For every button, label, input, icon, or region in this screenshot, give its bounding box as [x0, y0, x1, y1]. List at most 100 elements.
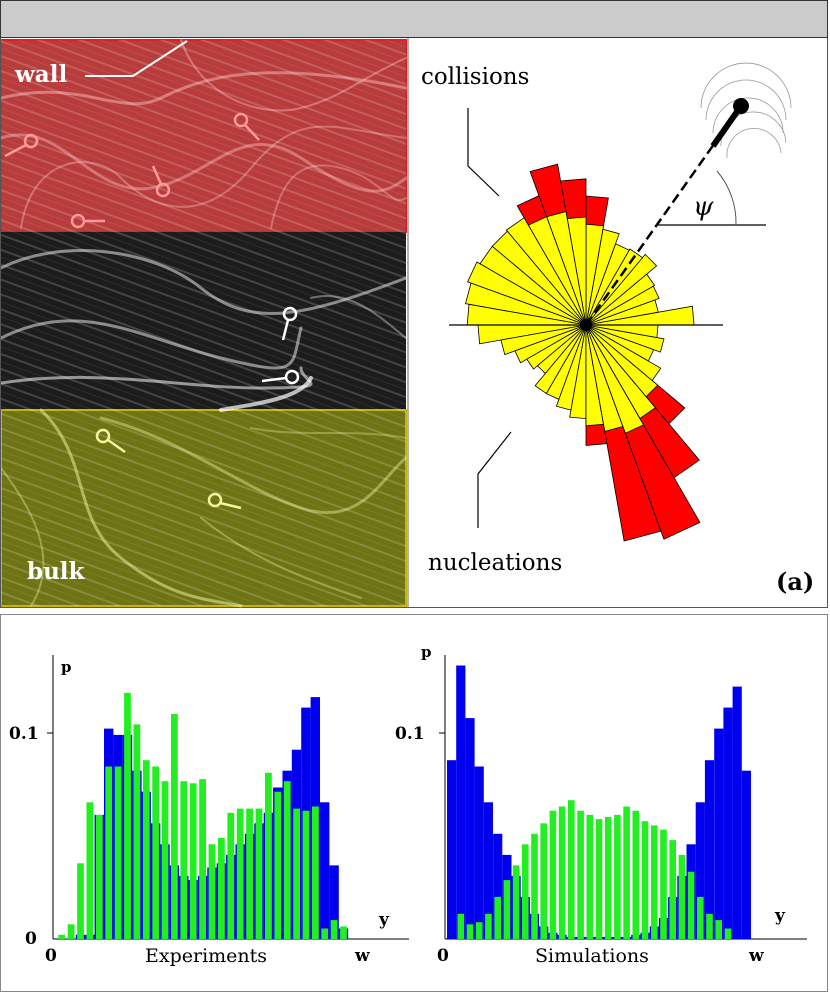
green-bar	[614, 814, 621, 939]
green-bar	[540, 823, 547, 939]
panel-a: wall bulk ψ	[0, 38, 828, 608]
x-axis-label: Simulations	[535, 945, 649, 967]
wall-leader-line	[85, 40, 188, 77]
bars	[58, 692, 349, 939]
blue-bar	[714, 728, 724, 939]
green-bar	[466, 924, 474, 939]
green-bar	[715, 920, 722, 939]
green-bar	[595, 819, 603, 939]
green-bar	[475, 922, 483, 939]
green-bar	[67, 924, 75, 939]
panel-label: (a)	[776, 567, 814, 596]
green-bar	[95, 814, 103, 939]
green-bar	[302, 810, 310, 939]
axis-end-label: y	[378, 910, 390, 930]
rose-wedges	[465, 163, 701, 542]
bulk-label: bulk	[27, 558, 86, 585]
blue-bar	[456, 665, 466, 939]
blue-bar	[483, 802, 493, 939]
green-bar	[549, 810, 557, 939]
chart-experiments: p 0.1 0 0 w y Experiments	[9, 655, 409, 967]
green-bar	[494, 896, 501, 939]
y-axis-label: p	[421, 643, 432, 661]
x-tick-label: 0	[45, 946, 57, 966]
green-bar	[86, 802, 94, 939]
psi-label: ψ	[693, 192, 714, 222]
green-bar	[641, 821, 649, 939]
x-tick-label: w	[354, 946, 370, 966]
collisions-leader-line	[467, 108, 500, 197]
micrograph: wall bulk	[0, 39, 408, 608]
histogram-panel: p 0.1 0 0 w y Experiments p 0.1 0 w y Si…	[0, 614, 828, 992]
collisions-label: collisions	[421, 64, 529, 90]
green-bar	[208, 844, 216, 939]
nucleations-leader-line	[477, 431, 512, 528]
green-bar	[568, 800, 575, 939]
green-bar	[330, 920, 338, 939]
blue-bar	[493, 833, 503, 939]
green-bar	[161, 781, 169, 939]
green-bar	[124, 692, 131, 939]
green-bar	[152, 766, 160, 939]
green-bar	[114, 766, 122, 939]
chart-simulations: p 0.1 0 w y Simulations	[395, 643, 807, 967]
defect-glyph-icon	[700, 62, 792, 159]
green-bar	[171, 713, 178, 939]
psi-arc	[716, 170, 737, 226]
green-bar	[577, 810, 584, 939]
green-bar	[265, 772, 272, 939]
green-bar	[236, 808, 244, 939]
blue-bar	[704, 760, 715, 939]
bars	[447, 665, 751, 939]
green-bar	[660, 829, 667, 939]
wall-label: wall	[14, 61, 67, 88]
nucleations-label: nucleations	[428, 550, 562, 576]
blue-bar	[329, 865, 339, 939]
green-bar	[227, 812, 235, 939]
green-bar	[531, 833, 538, 939]
green-bar	[246, 808, 253, 939]
green-bar	[669, 840, 676, 939]
green-bar	[623, 806, 630, 939]
top-bar	[0, 0, 828, 38]
green-bar	[293, 808, 300, 939]
blue-bar	[320, 802, 330, 939]
defect-markers	[4, 112, 300, 510]
green-bar	[283, 781, 291, 939]
green-bar	[651, 825, 658, 939]
blue-bar	[695, 802, 705, 939]
x-axis-label: Experiments	[145, 945, 267, 967]
green-bar	[199, 779, 206, 939]
histograms: p 0.1 0 0 w y Experiments p 0.1 0 w y Si…	[9, 643, 807, 967]
x-tick-label: 0	[437, 946, 449, 966]
green-bar	[558, 806, 566, 939]
green-bar	[105, 766, 113, 939]
y-tick-label: 0.1	[9, 724, 39, 744]
green-bar	[503, 880, 511, 939]
green-bar	[512, 865, 520, 939]
green-bar	[133, 724, 141, 939]
green-bar	[678, 854, 686, 939]
axis-end-label: y	[774, 906, 786, 926]
blue-bar	[741, 770, 751, 939]
y-tick-label: 0	[25, 929, 37, 949]
blue-bar	[474, 766, 484, 939]
blue-bar	[447, 760, 457, 939]
y-tick-label: 0.1	[395, 724, 425, 744]
green-bar	[706, 913, 713, 939]
panel-a-figure: wall bulk ψ	[0, 38, 814, 608]
x-tick-label: w	[748, 946, 764, 966]
green-bar	[457, 913, 465, 939]
green-bar	[724, 928, 732, 939]
green-bar	[142, 760, 150, 939]
green-bar	[274, 791, 282, 939]
green-bar	[687, 871, 695, 939]
green-bar	[522, 844, 529, 939]
green-bar	[604, 817, 612, 939]
blue-bar	[723, 707, 733, 939]
green-bar	[697, 896, 704, 939]
green-bar	[485, 913, 492, 939]
rose-diagram: ψ collisions nucleations (a)	[421, 62, 814, 596]
green-bar	[189, 783, 197, 939]
blue-bar	[465, 718, 475, 939]
